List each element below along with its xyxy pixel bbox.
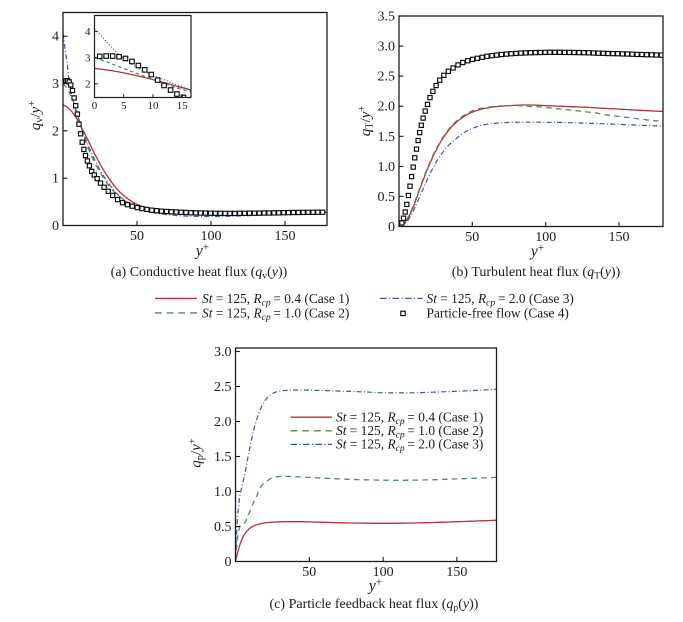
svg-text:150: 150 <box>609 230 630 245</box>
svg-text:St = 125, Rcp = 0.4 (Case 1): St = 125, Rcp = 0.4 (Case 1) <box>202 291 349 309</box>
svg-text:50: 50 <box>465 230 479 245</box>
svg-text:2.5: 2.5 <box>378 70 396 85</box>
svg-text:15: 15 <box>177 100 189 112</box>
svg-text:3.0: 3.0 <box>214 345 232 360</box>
svg-text:y+: y+ <box>367 577 382 595</box>
svg-text:3.5: 3.5 <box>378 10 396 25</box>
svg-text:150: 150 <box>275 229 296 244</box>
svg-text:5: 5 <box>121 100 127 112</box>
svg-text:2: 2 <box>52 124 59 139</box>
svg-text:1.5: 1.5 <box>378 130 396 145</box>
svg-text:3: 3 <box>52 77 59 92</box>
svg-text:St = 125, Rcp = 1.0 (Case 2): St = 125, Rcp = 1.0 (Case 2) <box>336 423 483 441</box>
svg-text:2: 2 <box>85 79 91 91</box>
svg-text:Particle-free flow (Case 4): Particle-free flow (Case 4) <box>427 305 569 320</box>
svg-text:150: 150 <box>446 565 467 580</box>
svg-text:50: 50 <box>130 229 144 244</box>
svg-text:qv/y+: qv/y+ <box>27 101 46 131</box>
svg-text:4: 4 <box>52 30 59 45</box>
svg-text:qT/y+: qT/y+ <box>357 106 376 137</box>
svg-text:4: 4 <box>85 26 91 38</box>
svg-text:10: 10 <box>148 100 160 112</box>
svg-text:1: 1 <box>52 172 59 187</box>
svg-text:y+: y+ <box>194 242 209 260</box>
svg-text:y+: y+ <box>529 242 544 260</box>
svg-text:0: 0 <box>52 219 59 234</box>
svg-text:0.5: 0.5 <box>378 190 396 205</box>
svg-text:0.5: 0.5 <box>214 520 232 535</box>
svg-text:2.0: 2.0 <box>214 415 232 430</box>
svg-text:50: 50 <box>302 565 316 580</box>
svg-text:100: 100 <box>373 565 394 580</box>
svg-text:3: 3 <box>85 52 91 64</box>
svg-text:St = 125, Rcp = 1.0 (Case 2): St = 125, Rcp = 1.0 (Case 2) <box>202 305 349 323</box>
svg-text:2.5: 2.5 <box>214 380 232 395</box>
svg-text:(c) Particle feedback heat flu: (c) Particle feedback heat flux (qp(y)) <box>270 597 479 614</box>
svg-text:(b) Turbulent heat flux (qT(y): (b) Turbulent heat flux (qT(y)) <box>452 265 621 282</box>
svg-text:1.5: 1.5 <box>214 450 232 465</box>
svg-text:1.0: 1.0 <box>214 485 232 500</box>
svg-text:St = 125, Rcp = 2.0 (Case 3): St = 125, Rcp = 2.0 (Case 3) <box>336 437 483 455</box>
svg-text:100: 100 <box>535 230 556 245</box>
svg-text:0: 0 <box>225 555 232 570</box>
svg-text:2.0: 2.0 <box>378 100 396 115</box>
svg-text:100: 100 <box>201 229 222 244</box>
svg-text:qp/y+: qp/y+ <box>188 438 207 468</box>
svg-text:St = 125, Rcp = 0.4 (Case 1): St = 125, Rcp = 0.4 (Case 1) <box>336 409 483 427</box>
svg-text:1.0: 1.0 <box>378 160 396 175</box>
svg-text:0: 0 <box>92 100 98 112</box>
svg-text:3.0: 3.0 <box>378 40 396 55</box>
svg-text:0: 0 <box>388 220 395 235</box>
svg-text:(a) Conductive heat flux (qv(y: (a) Conductive heat flux (qv(y)) <box>111 265 288 282</box>
svg-text:St = 125, Rcp = 2.0 (Case 3): St = 125, Rcp = 2.0 (Case 3) <box>427 291 574 309</box>
